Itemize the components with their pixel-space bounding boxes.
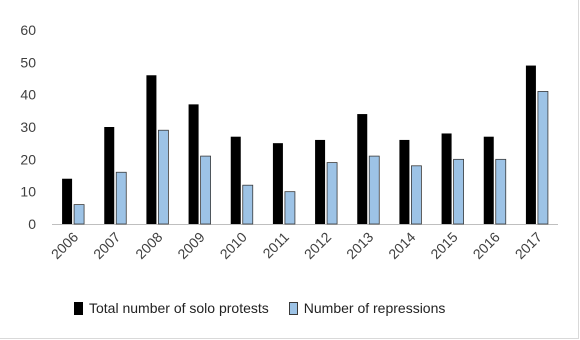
bar-solo-protests-2017 <box>525 65 536 224</box>
y-tick-label-10: 10 <box>20 184 36 200</box>
x-tick-label-2014: 2014 <box>385 229 418 262</box>
bar-solo-protests-2010 <box>230 136 241 224</box>
bar-solo-protests-2006 <box>62 178 73 224</box>
y-tick-label-60: 60 <box>20 22 36 38</box>
x-tick-label-2016: 2016 <box>470 229 503 262</box>
x-tick-label-2015: 2015 <box>427 229 460 262</box>
bar-repressions-2009 <box>200 155 211 225</box>
bar-repressions-2014 <box>411 165 422 225</box>
bar-solo-protests-2014 <box>399 139 410 224</box>
y-tick-label-20: 20 <box>20 151 36 167</box>
bar-repressions-2012 <box>326 162 338 225</box>
x-tick-label-2008: 2008 <box>132 229 165 262</box>
bar-repressions-2010 <box>242 184 254 225</box>
bar-solo-protests-2015 <box>441 133 452 224</box>
bar-repressions-2011 <box>284 191 296 225</box>
bar-repressions-2016 <box>495 158 507 225</box>
x-tick-label-2009: 2009 <box>174 229 207 262</box>
y-tick-label-50: 50 <box>20 54 36 70</box>
bar-solo-protests-2008 <box>146 75 157 225</box>
bar-repressions-2007 <box>115 171 127 225</box>
legend-swatch-repressions <box>288 301 298 315</box>
legend-item-solo-protests: Total number of solo protests <box>74 300 269 316</box>
legend: Total number of solo protests Number of … <box>74 300 465 316</box>
bar-solo-protests-2007 <box>104 127 115 224</box>
bar-chart: 0 10 20 30 40 50 60 2006 2007 2008 2009 2010 2011 201… <box>20 22 558 262</box>
x-tick-label-2007: 2007 <box>90 229 123 262</box>
y-tick-label-0: 0 <box>28 216 36 232</box>
y-tick-label-40: 40 <box>20 87 36 103</box>
bar-solo-protests-2009 <box>188 104 199 224</box>
bar-solo-protests-2013 <box>357 114 368 224</box>
bar-repressions-2006 <box>73 204 85 225</box>
legend-swatch-solo-protests <box>74 301 83 315</box>
bar-repressions-2015 <box>453 158 464 225</box>
x-tick-label-2010: 2010 <box>217 229 250 262</box>
legend-label-repressions: Number of repressions <box>303 300 446 316</box>
bar-repressions-2008 <box>158 129 169 225</box>
legend-label-solo-protests: Total number of solo protests <box>89 300 269 316</box>
bar-solo-protests-2011 <box>272 143 283 224</box>
x-tick-label-2012: 2012 <box>301 229 334 262</box>
x-tick-label-2017: 2017 <box>512 229 545 262</box>
bar-solo-protests-2012 <box>315 139 326 224</box>
legend-item-repressions: Number of repressions <box>288 300 446 316</box>
bar-repressions-2017 <box>537 91 549 225</box>
bar-repressions-2013 <box>368 155 380 225</box>
x-tick-label-2006: 2006 <box>48 229 81 262</box>
y-tick-label-30: 30 <box>20 119 36 135</box>
bar-solo-protests-2016 <box>483 136 494 224</box>
x-tick-label-2011: 2011 <box>259 229 292 262</box>
x-tick-label-2013: 2013 <box>343 229 376 262</box>
